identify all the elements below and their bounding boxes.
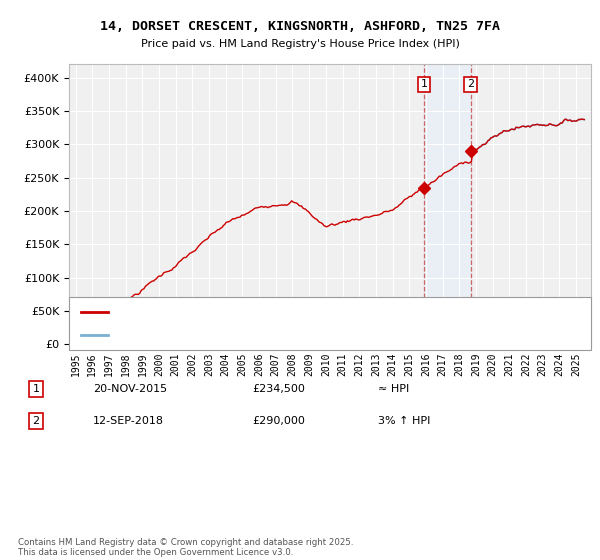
Text: 14, DORSET CRESCENT, KINGSNORTH, ASHFORD, TN25 7FA: 14, DORSET CRESCENT, KINGSNORTH, ASHFORD…	[100, 20, 500, 32]
Text: 3% ↑ HPI: 3% ↑ HPI	[378, 416, 430, 426]
Text: ≈ HPI: ≈ HPI	[378, 384, 409, 394]
Text: 2: 2	[467, 80, 475, 90]
Text: 12-SEP-2018: 12-SEP-2018	[93, 416, 164, 426]
Text: HPI: Average price, semi-detached house, Ashford: HPI: Average price, semi-detached house,…	[114, 330, 359, 340]
Text: 20-NOV-2015: 20-NOV-2015	[93, 384, 167, 394]
Text: £290,000: £290,000	[252, 416, 305, 426]
Text: 1: 1	[421, 80, 427, 90]
Bar	[424, 64, 471, 344]
Text: Contains HM Land Registry data © Crown copyright and database right 2025.
This d: Contains HM Land Registry data © Crown c…	[18, 538, 353, 557]
Text: 2: 2	[32, 416, 40, 426]
Text: 14, DORSET CRESCENT, KINGSNORTH, ASHFORD, TN25 7FA (semi-detached house): 14, DORSET CRESCENT, KINGSNORTH, ASHFORD…	[114, 307, 521, 317]
Text: Price paid vs. HM Land Registry's House Price Index (HPI): Price paid vs. HM Land Registry's House …	[140, 39, 460, 49]
Text: £234,500: £234,500	[252, 384, 305, 394]
Text: 1: 1	[32, 384, 40, 394]
